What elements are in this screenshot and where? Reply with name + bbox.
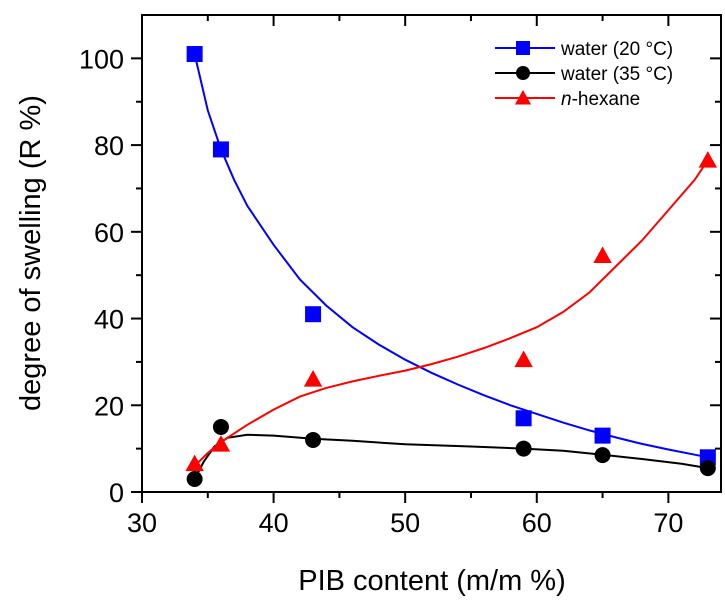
data-point-circle xyxy=(594,447,611,464)
legend-label: water (35 °C) xyxy=(560,64,673,85)
data-point-square xyxy=(186,46,203,63)
x-tick-label: 60 xyxy=(522,508,552,538)
data-point-circle xyxy=(305,431,322,448)
data-point-circle xyxy=(186,470,203,487)
data-point-triangle xyxy=(211,435,231,452)
data-point-circle xyxy=(212,418,229,435)
plot-frame xyxy=(141,14,722,493)
plot-area-border xyxy=(141,14,722,493)
legend: water (20 °C) water (35 °C) n-hexane xyxy=(495,39,673,110)
data-point-square xyxy=(515,410,532,427)
y-tick-label: 20 xyxy=(94,391,124,421)
y-tick-label: 100 xyxy=(79,44,124,74)
data-point-triangle xyxy=(303,370,323,387)
data-point-circle xyxy=(516,66,530,80)
data-markers xyxy=(185,46,718,487)
x-axis-title: PIB content (m/m %) xyxy=(298,565,566,597)
y-tick-label: 0 xyxy=(109,478,124,508)
data-point-square xyxy=(594,427,611,444)
legend-label: n-hexane xyxy=(561,89,640,110)
x-tick-label: 70 xyxy=(653,508,683,538)
legend-label: water (20 °C) xyxy=(560,39,673,60)
x-tick-label: 50 xyxy=(390,508,420,538)
data-point-triangle xyxy=(698,151,718,168)
fit-curve xyxy=(193,159,709,467)
fit-curve xyxy=(193,53,708,459)
data-point-circle xyxy=(699,460,716,477)
y-tick-label: 40 xyxy=(94,305,124,335)
x-tick-label: 40 xyxy=(259,508,289,538)
y-axis-title: degree of swelling (R %) xyxy=(15,95,47,411)
data-point-triangle xyxy=(514,89,532,105)
y-tick-label: 60 xyxy=(94,218,124,248)
data-point-square xyxy=(305,306,322,323)
data-point-triangle xyxy=(185,454,204,472)
data-point-triangle xyxy=(593,246,612,264)
data-point-circle xyxy=(515,440,532,457)
data-point-square xyxy=(516,41,530,55)
axes: 30 40 50 60 70 0 20 40 60 80 100 xyxy=(79,15,721,538)
y-tick-label: 80 xyxy=(94,131,124,161)
fit-curves xyxy=(193,53,709,480)
data-point-square xyxy=(212,141,229,158)
data-point-triangle xyxy=(514,350,533,368)
x-tick-label: 30 xyxy=(127,508,157,538)
